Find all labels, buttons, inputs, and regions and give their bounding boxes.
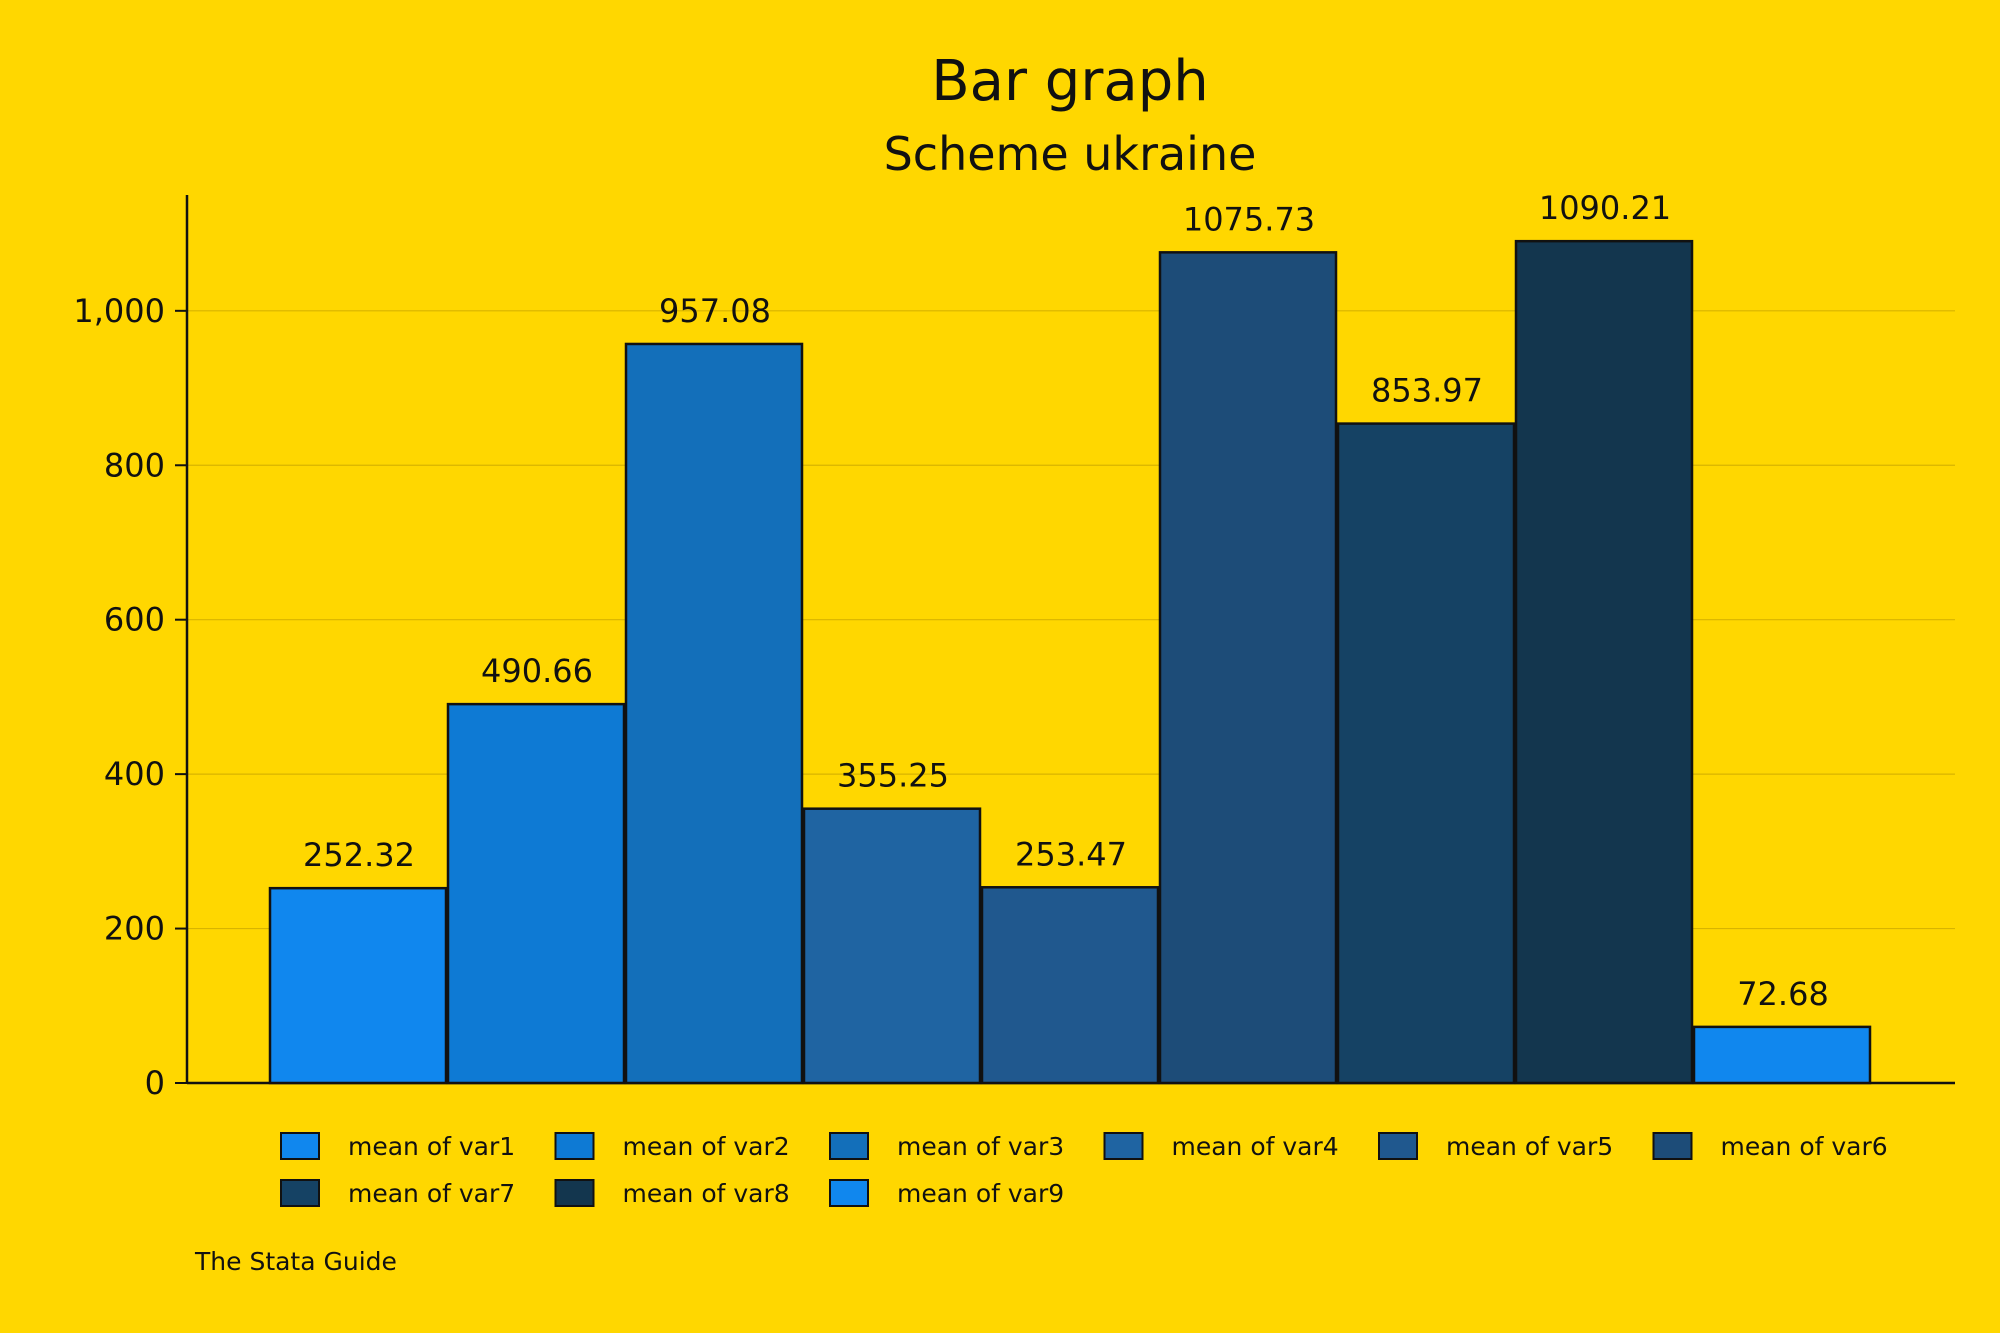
bar-8 <box>1514 239 1694 1085</box>
bar-3 <box>624 342 804 1085</box>
y-tick-label: 600 <box>104 601 165 639</box>
legend-label: mean of var1 <box>348 1132 515 1161</box>
bar-5 <box>980 886 1160 1085</box>
legend-swatch <box>280 1132 320 1160</box>
legend-label: mean of var9 <box>897 1179 1064 1208</box>
bar-value-label: 72.68 <box>1737 975 1829 1013</box>
legend-label: mean of var7 <box>348 1179 515 1208</box>
legend-swatch <box>554 1132 595 1160</box>
bar-value-label: 490.66 <box>481 652 593 690</box>
bar-4 <box>802 807 982 1085</box>
bar-value-label: 957.08 <box>659 292 771 330</box>
bar-value-label: 1075.73 <box>1183 200 1315 238</box>
chart-title: Bar graph <box>931 49 1208 114</box>
legend-swatch <box>1378 1132 1418 1160</box>
bar-2 <box>446 702 626 1085</box>
bar-7 <box>1336 422 1516 1085</box>
legend-swatch <box>1103 1132 1144 1160</box>
legend-label: mean of var4 <box>1172 1132 1339 1161</box>
y-tick-label: 400 <box>104 755 165 793</box>
legend-label: mean of var2 <box>623 1132 790 1161</box>
legend-label: mean of var5 <box>1446 1132 1613 1161</box>
bar-value-label: 355.25 <box>837 757 949 795</box>
bar-value-label: 252.32 <box>303 836 415 874</box>
y-tick-label: 1,000 <box>73 292 165 330</box>
y-tick-label: 800 <box>104 446 165 484</box>
data-labels: 252.32 490.66 957.08 355.25 253.47 1075.73 853… <box>303 189 1829 1013</box>
legend-swatch <box>829 1179 869 1207</box>
legend-label: mean of var8 <box>623 1179 790 1208</box>
bar-6 <box>1158 251 1338 1085</box>
legend-swatch <box>554 1179 595 1207</box>
bar-value-label: 1090.21 <box>1539 189 1671 227</box>
legend-swatch <box>1652 1132 1693 1160</box>
source-note: The Stata Guide <box>194 1247 397 1276</box>
bar-1 <box>268 886 448 1085</box>
legend-swatch <box>280 1179 320 1207</box>
y-tick-label: 200 <box>104 910 165 948</box>
bar-value-label: 253.47 <box>1015 835 1127 873</box>
y-tick-label: 0 <box>145 1064 165 1102</box>
legend-label: mean of var3 <box>897 1132 1064 1161</box>
legend: mean of var1 mean of var2 mean of var3 mean… <box>280 1132 1888 1208</box>
bar-value-label: 853.97 <box>1371 372 1483 410</box>
bar-9 <box>1692 1025 1872 1085</box>
legend-swatch <box>829 1132 869 1160</box>
chart-subtitle: Scheme ukraine <box>884 127 1257 181</box>
bars <box>268 239 1872 1085</box>
legend-label: mean of var6 <box>1721 1132 1888 1161</box>
